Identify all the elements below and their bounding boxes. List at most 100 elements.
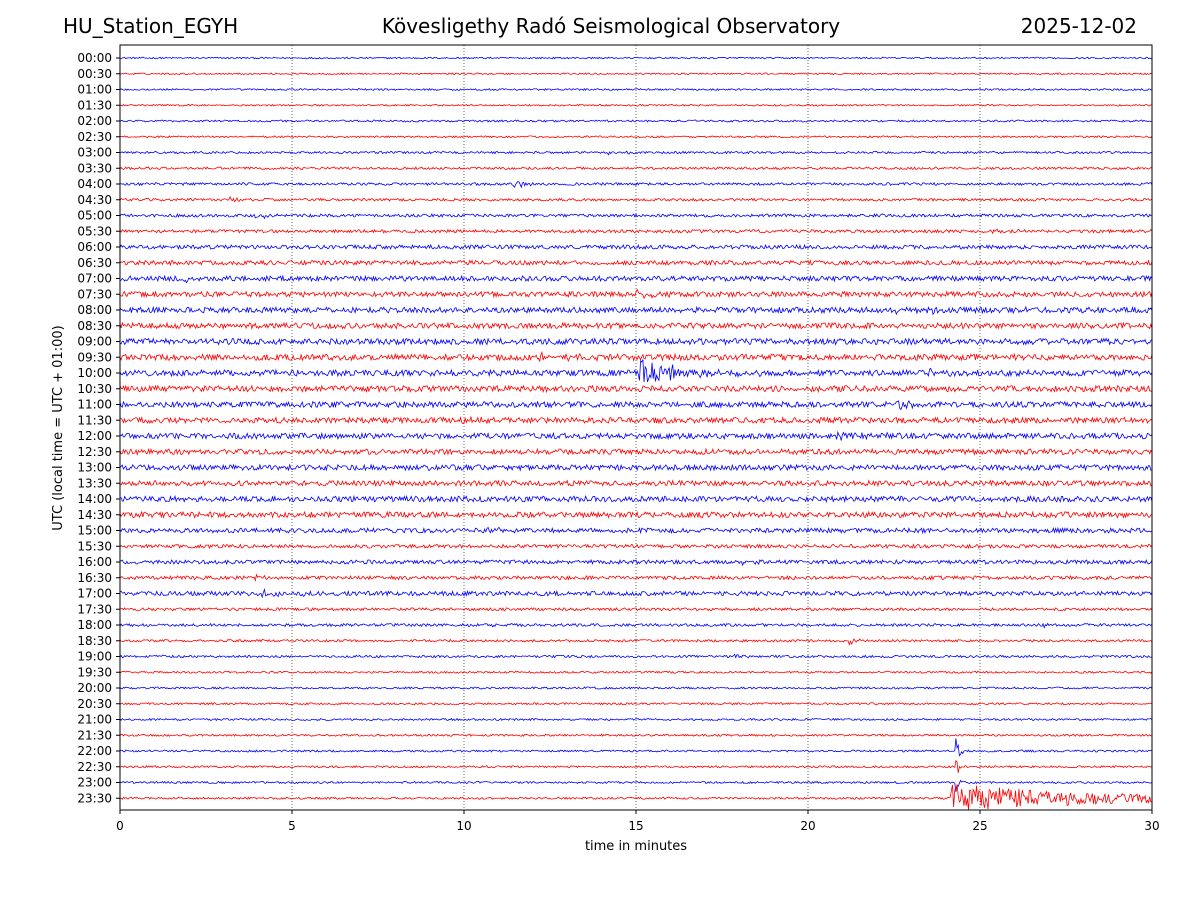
trace-1600 [119, 558, 1153, 567]
trace-0730 [119, 288, 1153, 300]
trace-1300 [119, 463, 1153, 472]
trace-0700 [119, 274, 1153, 284]
trace-1530 [119, 543, 1153, 550]
trace-0930 [119, 351, 1153, 363]
x-tick-label: 15 [628, 819, 643, 833]
trace-0100 [119, 87, 1153, 92]
trace-0030 [119, 72, 1153, 76]
y-tick-label: 15:30 [77, 539, 112, 553]
x-tick-label: 5 [288, 819, 296, 833]
station-title: HU_Station_EGYH [63, 14, 239, 38]
y-tick-label: 03:00 [77, 146, 112, 160]
trace-2130 [119, 733, 1153, 737]
y-tick-label: 06:00 [77, 240, 112, 254]
trace-1900 [119, 653, 1153, 659]
trace-0530 [119, 228, 1153, 235]
y-tick-label: 00:00 [77, 51, 112, 65]
y-tick-label: 00:30 [77, 67, 112, 81]
trace-1200 [119, 430, 1153, 441]
y-tick-label: 12:30 [77, 445, 112, 459]
y-tick-label: 16:30 [77, 571, 112, 585]
trace-0830 [119, 321, 1153, 331]
trace-0600 [119, 243, 1153, 251]
trace-0300 [119, 150, 1153, 156]
y-tick-label: 17:00 [77, 587, 112, 601]
y-tick-label: 09:30 [77, 350, 112, 364]
y-tick-label: 08:00 [77, 303, 112, 317]
trace-1430 [119, 510, 1153, 519]
trace-2030 [119, 702, 1153, 706]
x-tick-label: 0 [116, 819, 124, 833]
date-title: 2025-12-02 [1020, 14, 1137, 38]
y-tick-label: 01:00 [77, 83, 112, 97]
y-tick-label: 22:30 [77, 760, 112, 774]
seismogram-traces [119, 56, 1153, 811]
trace-2300 [119, 779, 1153, 793]
trace-0200 [119, 119, 1153, 123]
trace-2100 [119, 717, 1153, 722]
y-tick-label: 19:00 [77, 650, 112, 664]
trace-1800 [119, 622, 1153, 629]
trace-0330 [119, 166, 1153, 171]
grid-lines [291, 45, 981, 810]
y-tick-label: 14:00 [77, 492, 112, 506]
y-tick-label: 02:30 [77, 130, 112, 144]
trace-2330 [119, 784, 1153, 811]
trace-2000 [119, 686, 1153, 690]
y-tick-label: 05:00 [77, 209, 112, 223]
x-tick-label: 20 [800, 819, 815, 833]
trace-0000 [120, 56, 1153, 60]
y-tick-label: 15:00 [77, 524, 112, 538]
y-tick-label: 11:00 [77, 398, 112, 412]
y-tick-label: 13:00 [77, 461, 112, 475]
trace-0500 [119, 213, 1153, 220]
y-tick-label: 04:30 [77, 193, 112, 207]
trace-1230 [119, 447, 1153, 456]
y-tick-label: 01:30 [77, 98, 112, 112]
x-tick-label: 25 [972, 819, 987, 833]
trace-1330 [119, 479, 1153, 488]
y-tick-label: 12:00 [77, 429, 112, 443]
y-tick-label: 06:30 [77, 256, 112, 270]
trace-1500 [119, 526, 1153, 535]
trace-0400 [119, 181, 1153, 189]
y-tick-label: 16:00 [77, 555, 112, 569]
trace-0800 [119, 305, 1153, 316]
y-tick-label: 03:30 [77, 161, 112, 175]
trace-1400 [119, 494, 1153, 504]
trace-1830 [119, 638, 1153, 646]
trace-0630 [119, 259, 1153, 267]
y-tick-label: 17:30 [77, 602, 112, 616]
x-axis-label: time in minutes [585, 839, 687, 854]
trace-1700 [119, 588, 1153, 599]
trace-1100 [119, 400, 1153, 411]
y-tick-label: 22:00 [77, 744, 112, 758]
x-axis-ticks: 0 5 10 15 20 25 30 [116, 810, 1160, 833]
y-tick-label: 21:00 [77, 713, 112, 727]
trace-0900 [119, 337, 1153, 347]
trace-0430 [119, 195, 1153, 203]
trace-1000 [119, 359, 1153, 383]
y-tick-label: 23:00 [77, 776, 112, 790]
x-tick-label: 10 [456, 819, 471, 833]
y-tick-label: 18:00 [77, 618, 112, 632]
y-tick-label: 10:30 [77, 382, 112, 396]
y-tick-label: 07:30 [77, 287, 112, 301]
y-tick-label: 18:30 [77, 634, 112, 648]
trace-1930 [119, 670, 1153, 674]
trace-1630 [119, 573, 1153, 583]
trace-1130 [119, 415, 1153, 425]
y-tick-label: 20:30 [77, 697, 112, 711]
y-tick-label: 14:30 [77, 508, 112, 522]
y-tick-label: 05:30 [77, 224, 112, 238]
y-tick-label: 08:30 [77, 319, 112, 333]
y-tick-label: 09:00 [77, 335, 112, 349]
y-tick-label: 19:30 [77, 665, 112, 679]
trace-0130 [119, 103, 1152, 107]
trace-2200 [119, 738, 1153, 757]
y-tick-label: 10:00 [77, 366, 112, 380]
trace-1730 [119, 606, 1153, 612]
y-tick-label: 11:30 [77, 413, 112, 427]
